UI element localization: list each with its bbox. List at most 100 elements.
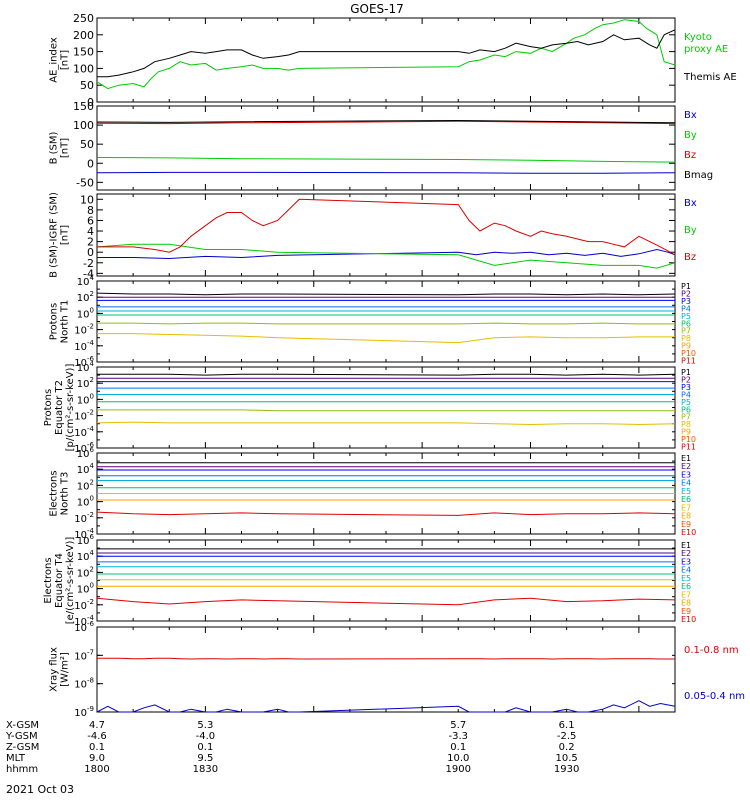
ae-ytick-label: 0 <box>87 96 94 109</box>
dbs-ytick-label: 6 <box>87 214 94 227</box>
en-legend-entry: E3 <box>681 470 691 479</box>
ee-legend-entry: E4 <box>681 566 691 575</box>
xray-series-0-1-0-8-nm <box>97 657 675 660</box>
en-ytick-label: 102 <box>77 478 94 492</box>
pe-legend-entry: P2 <box>681 375 691 384</box>
b-legend-entry: Bz <box>684 150 696 161</box>
time-axis-row-label: X-GSM <box>6 720 39 731</box>
pn-ylabel: ProtonsNorth T1 <box>49 300 71 344</box>
pe-legend-entry: P8 <box>681 420 691 429</box>
ee-legend-entry: E3 <box>681 557 691 566</box>
time-axis-value: 0.1 <box>197 742 213 753</box>
dbs-series-bz <box>97 198 676 256</box>
en-legend-entry: E6 <box>681 495 691 504</box>
en-legend-entry: E5 <box>681 487 691 496</box>
dbs-legend-entry: Bz <box>684 252 696 263</box>
pn-ytick-label: 100 <box>77 306 94 320</box>
en-series-e9 <box>96 511 676 516</box>
time-axis-value: 0.1 <box>89 742 105 753</box>
time-axis-value: 0.2 <box>559 742 575 753</box>
dbs-legend-entry: By <box>684 225 697 236</box>
ae-ylabel: AE_index[nT] <box>49 37 71 83</box>
en-ytick-label: 100 <box>77 495 94 509</box>
date-label: 2021 Oct 03 <box>6 783 74 796</box>
pe-legend-entry: P9 <box>681 428 691 437</box>
time-axis-value: 9.5 <box>197 753 213 764</box>
pn-frame <box>96 280 676 363</box>
dbs-ytick-label: 0 <box>87 246 94 259</box>
dbs-legend-entry: Bx <box>684 198 697 209</box>
b-legend: Bx By Bz Bmag <box>684 110 713 181</box>
xray-legend: 0.1-0.8 nm 0.05-0.4 nm <box>684 645 745 702</box>
pe-ytick-label: 100 <box>77 392 94 406</box>
ee-frame <box>96 539 676 622</box>
en-legend-entry: E9 <box>681 520 691 529</box>
b-panel: -50 0 50 100 150 B (SM)[nT] Bx By Bz Bmag <box>49 100 713 191</box>
ee-legend-entry: E10 <box>681 615 696 624</box>
en-legend-entry: E2 <box>681 462 691 471</box>
pn-legend-entry: P8 <box>681 334 691 343</box>
time-axis-value: 5.3 <box>197 720 213 731</box>
pe-series-p8 <box>96 421 676 426</box>
b-series-bz <box>96 120 676 125</box>
dbs-ytick-label: 4 <box>87 225 94 238</box>
pe-legend-entry: P7 <box>681 413 691 422</box>
b-series-bmag <box>96 119 676 124</box>
pe-legend-entry: P4 <box>681 390 691 399</box>
time-axis-value: 1830 <box>193 764 218 775</box>
dbs-ylabel: B (SM)-IGRF (SM)[nT] <box>49 192 71 278</box>
xray-ytick-label: 10-7 <box>74 648 94 662</box>
time-axis-value: -4.0 <box>196 731 216 742</box>
pe-legend-entry: P5 <box>681 398 691 407</box>
time-axis-value: 4.7 <box>89 720 105 731</box>
pe-frame <box>96 366 676 449</box>
pn-series-p8 <box>97 333 675 344</box>
b-frame <box>96 105 676 191</box>
plot-title: GOES-17 <box>350 2 404 16</box>
en-ytick-label: 106 <box>77 446 95 460</box>
dbs-series-bx <box>97 248 676 260</box>
dbs-frame <box>96 193 676 277</box>
xray-ytick-label: 10-8 <box>74 677 94 691</box>
en-ylabel: ElectronsNorth T3 <box>49 470 71 516</box>
pn-legend-entry: P6 <box>681 319 691 328</box>
pe-ytick-label: 10-4 <box>74 425 94 439</box>
pe-legend-entry: P3 <box>681 383 691 392</box>
b-ytick-label: -50 <box>76 176 94 189</box>
ee-legend-entry: E7 <box>681 590 691 599</box>
b-series-by <box>96 157 676 163</box>
ee-ytick-label: 104 <box>77 549 95 563</box>
dbs-legend: Bx By Bz <box>684 198 697 263</box>
ee-ytick-label: 100 <box>77 582 94 596</box>
pn-ytick-label: 10-4 <box>74 339 94 353</box>
xray-ylabel: Xray flux[W/m²] <box>49 647 71 692</box>
xray-legend-entry: 0.1-0.8 nm <box>684 645 739 656</box>
pn-legend-entry: P10 <box>681 349 696 358</box>
dbs-ytick-label: 8 <box>87 204 94 217</box>
dbs-ytick-label: -4 <box>83 267 94 280</box>
dbs-ytick-label: -2 <box>83 257 94 270</box>
ae-ytick-label: 200 <box>73 29 94 42</box>
dbs-ytick-label: 2 <box>87 236 94 249</box>
pe-series-p7 <box>97 409 675 412</box>
time-axis-row-label: MLT <box>6 753 26 764</box>
xray-frame <box>96 626 676 713</box>
b-ylabel: B (SM)[nT] <box>49 131 71 164</box>
ee-legend-entry: E1 <box>681 541 691 550</box>
xray-ytick-label: 10-9 <box>74 705 94 719</box>
pe-ytick-label: 10-2 <box>74 409 94 423</box>
pn-legend-entry: P3 <box>681 297 691 306</box>
pe-legend-entry: P11 <box>681 443 696 452</box>
b-legend-entry: Bmag <box>684 170 713 181</box>
b-legend-entry: By <box>684 130 697 141</box>
time-axis-value: 10.5 <box>555 753 577 764</box>
pn-legend-entry: P9 <box>681 342 691 351</box>
pn-ytick-label: 104 <box>77 274 95 288</box>
ee-ylabel: ElectronsEquator T4[e/(cm²-s-sr-keV)] <box>43 537 76 625</box>
